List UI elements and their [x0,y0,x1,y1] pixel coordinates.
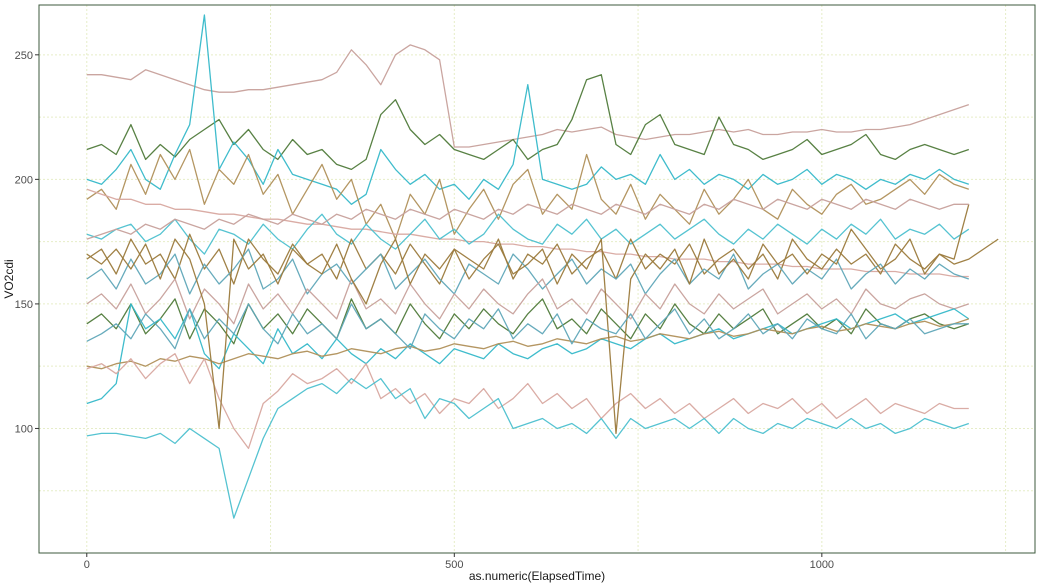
y-tick-label: 250 [15,50,33,62]
y-tick-label: 200 [15,174,33,186]
series-layer [86,14,999,519]
panel-border [38,4,1036,554]
x-axis-title: as.numeric(ElapsedTime) [469,569,605,583]
x-tick-label: 500 [445,559,463,571]
series-line [86,204,970,435]
series-line [86,303,969,350]
series-line [86,353,969,450]
series-line [86,248,970,295]
series-line [86,198,969,240]
y-tick-label: 100 [15,423,33,435]
series-line [86,44,970,148]
series-line [86,233,999,285]
x-tick-label: 0 [84,559,90,571]
series-line [86,148,970,240]
y-axis-title: VO2cdi [2,259,16,298]
series-line [86,278,970,325]
x-tick-label: 1000 [810,559,834,571]
series-line [86,213,970,255]
y-tick-label: 150 [15,299,33,311]
series-line [86,318,970,370]
series-line [86,298,970,345]
x-axis: 0 500 1000 [84,553,834,571]
series-line [86,74,970,171]
y-axis: 100 150 200 250 [15,50,39,435]
grid-lines [39,5,1035,554]
series-line [86,377,970,519]
series-line [86,14,970,205]
